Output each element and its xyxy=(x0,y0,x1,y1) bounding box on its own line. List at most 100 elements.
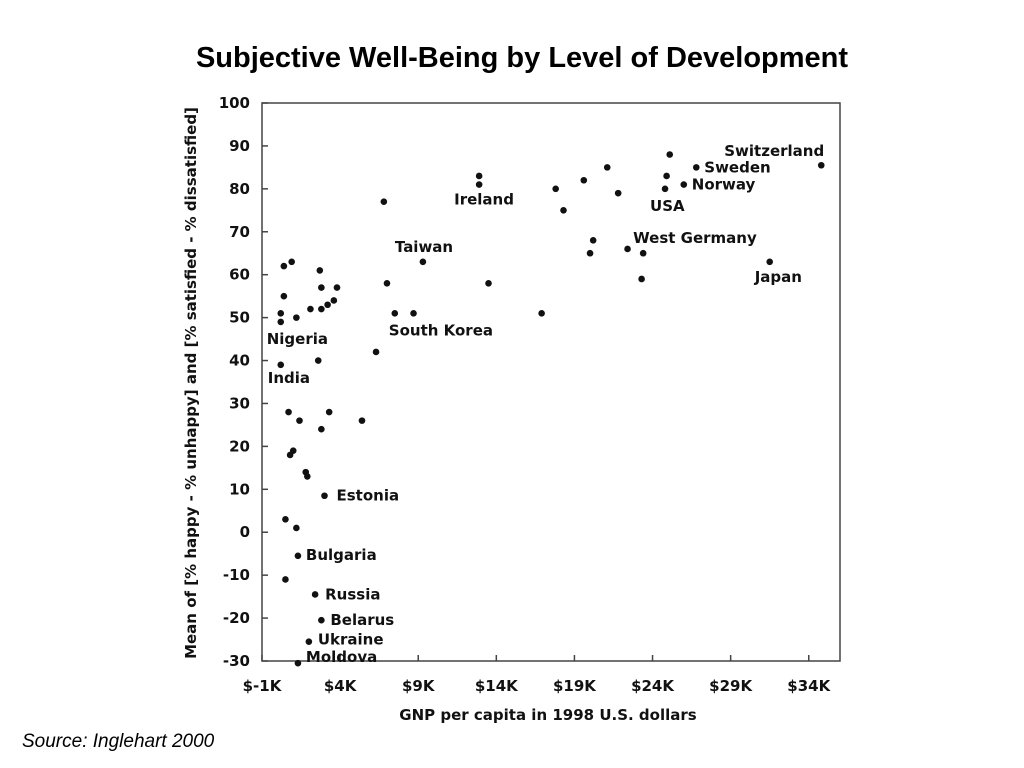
point-label: Japan xyxy=(754,268,802,286)
y-tick-label: -10 xyxy=(223,566,250,584)
data-points xyxy=(277,151,825,667)
data-point xyxy=(552,185,559,193)
slide-title: Subjective Well-Being by Level of Develo… xyxy=(195,42,849,74)
data-point xyxy=(614,189,622,197)
point-label: India xyxy=(268,369,310,387)
y-axis-title: Mean of [% happy - % unhappy] and [% sat… xyxy=(182,107,200,659)
point-label: Taiwan xyxy=(395,238,453,256)
point-label: Ireland xyxy=(454,191,514,209)
data-point xyxy=(661,185,669,193)
y-tick-label: 40 xyxy=(229,352,250,370)
y-tick-label: -20 xyxy=(223,609,250,627)
y-axis-ticks: -30 -20 -10 0 10 20 30 40 50 60 70 80 90 100 xyxy=(219,94,268,670)
x-tick-label: $9K xyxy=(402,677,436,695)
data-point xyxy=(330,297,338,304)
data-point xyxy=(316,267,324,274)
data-point xyxy=(282,516,289,523)
data-point xyxy=(280,292,288,300)
y-tick-label: 60 xyxy=(229,266,250,284)
data-point xyxy=(586,249,594,257)
x-tick-label: $14K xyxy=(475,677,519,695)
x-tick-label: $4K xyxy=(324,677,358,695)
data-point xyxy=(325,408,333,416)
point-label: Estonia xyxy=(336,487,399,505)
data-point xyxy=(318,284,325,291)
y-tick-label: 0 xyxy=(240,523,250,541)
data-point xyxy=(410,310,417,317)
data-point xyxy=(314,357,322,364)
data-point xyxy=(304,473,311,480)
x-tick-label: $34K xyxy=(787,677,831,695)
data-point xyxy=(475,172,483,180)
data-point xyxy=(294,552,302,560)
data-point xyxy=(311,591,319,598)
x-axis-ticks: $-1K $4K $9K $14K $19K $24K $29K $34K xyxy=(243,655,832,695)
data-point xyxy=(680,181,688,188)
data-point xyxy=(318,305,325,313)
data-point xyxy=(538,310,545,317)
point-label: Sweden xyxy=(704,158,770,176)
source-caption: Source: Inglehart 2000 xyxy=(22,731,215,752)
data-point xyxy=(580,176,588,184)
data-point xyxy=(383,279,391,287)
data-point xyxy=(318,425,325,433)
data-point xyxy=(318,616,325,624)
data-point xyxy=(285,408,292,416)
data-point xyxy=(277,361,285,369)
point-label: USA xyxy=(650,197,685,215)
y-tick-label: 20 xyxy=(229,437,250,455)
data-point xyxy=(321,492,328,500)
y-tick-label: 70 xyxy=(229,223,250,241)
data-point xyxy=(766,258,774,266)
plot-frame xyxy=(261,102,841,662)
data-point xyxy=(560,207,567,214)
point-label: Switzerland xyxy=(724,142,824,160)
data-point xyxy=(589,237,597,244)
data-point xyxy=(624,245,631,253)
data-point xyxy=(333,284,341,291)
y-tick-label: 100 xyxy=(219,94,250,112)
x-tick-label: $24K xyxy=(631,677,675,695)
data-point xyxy=(282,576,289,583)
point-label: South Korea xyxy=(389,321,493,339)
data-point xyxy=(293,524,300,532)
plot-border xyxy=(261,102,841,662)
data-point xyxy=(280,262,288,270)
point-label: Moldova xyxy=(306,648,377,666)
data-point xyxy=(307,305,314,313)
point-label: Nigeria xyxy=(267,330,328,348)
y-tick-label: 80 xyxy=(229,180,250,198)
x-tick-label: $-1K xyxy=(243,677,283,695)
data-point xyxy=(663,172,670,180)
x-tick-label: $29K xyxy=(709,677,753,695)
point-label: West Germany xyxy=(633,229,757,247)
point-label: Bulgaria xyxy=(306,546,377,564)
y-tick-label: 90 xyxy=(229,137,250,155)
point-label: Belarus xyxy=(330,611,394,629)
y-tick-label: -30 xyxy=(223,652,250,670)
data-point xyxy=(638,275,645,283)
data-point xyxy=(419,258,427,266)
data-point xyxy=(639,249,647,257)
data-point xyxy=(288,258,295,266)
data-point xyxy=(372,348,380,356)
data-point xyxy=(277,310,285,317)
point-label: Ukraine xyxy=(318,631,384,649)
x-tick-label: $19K xyxy=(553,677,597,695)
point-label: Russia xyxy=(325,585,380,603)
data-point xyxy=(296,417,303,424)
data-point xyxy=(294,659,302,667)
point-label: Norway xyxy=(692,176,756,194)
y-tick-label: 30 xyxy=(229,394,250,412)
data-point xyxy=(305,638,313,645)
data-point xyxy=(817,161,825,169)
data-point xyxy=(603,164,611,171)
data-point xyxy=(358,417,366,424)
data-point xyxy=(293,314,300,321)
data-point xyxy=(286,451,294,459)
data-point xyxy=(277,318,285,326)
x-axis-title: GNP per capita in 1998 U.S. dollars xyxy=(399,706,696,724)
data-point xyxy=(666,151,674,158)
